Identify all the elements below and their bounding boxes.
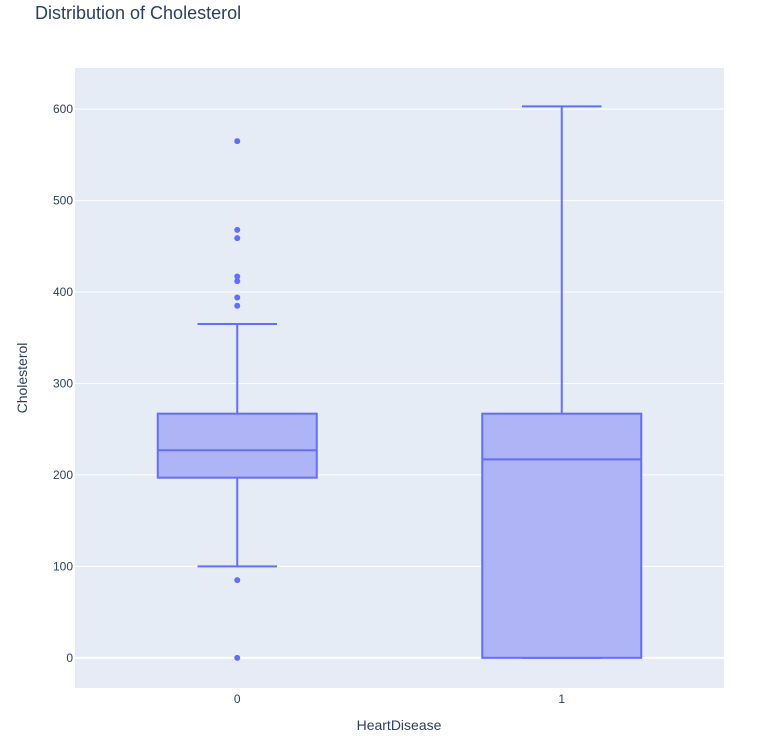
outlier-point bbox=[234, 654, 241, 661]
outlier-point bbox=[234, 226, 241, 233]
outlier-point bbox=[234, 577, 241, 584]
y-tick-label-600: 600 bbox=[53, 102, 73, 116]
y-tick-label-100: 100 bbox=[53, 559, 73, 573]
box-group-1 bbox=[481, 105, 643, 659]
outlier-point bbox=[234, 273, 241, 280]
outlier-point bbox=[234, 294, 241, 301]
outlier-point bbox=[234, 138, 241, 145]
outlier-point bbox=[234, 235, 241, 242]
x-tick-label-0: 0 bbox=[234, 692, 241, 706]
box-group-0 bbox=[156, 138, 318, 661]
x-axis-title: HeartDisease bbox=[357, 717, 442, 733]
box-1 bbox=[481, 412, 643, 659]
outlier-point bbox=[234, 302, 241, 309]
y-tick-label-200: 200 bbox=[53, 468, 73, 482]
y-tick-labels: 0 100 200 300 400 500 600 bbox=[53, 102, 73, 665]
y-tick-label-500: 500 bbox=[53, 194, 73, 208]
y-axis-title: Cholesterol bbox=[14, 343, 30, 414]
y-tick-label-0: 0 bbox=[66, 651, 73, 665]
outlier-point bbox=[234, 278, 241, 285]
y-tick-label-300: 300 bbox=[53, 376, 73, 390]
box-plots bbox=[156, 105, 643, 661]
y-tick-label-400: 400 bbox=[53, 285, 73, 299]
box-0 bbox=[156, 412, 318, 479]
chart-title: Distribution of Cholesterol bbox=[35, 3, 241, 23]
x-tick-label-1: 1 bbox=[558, 692, 565, 706]
